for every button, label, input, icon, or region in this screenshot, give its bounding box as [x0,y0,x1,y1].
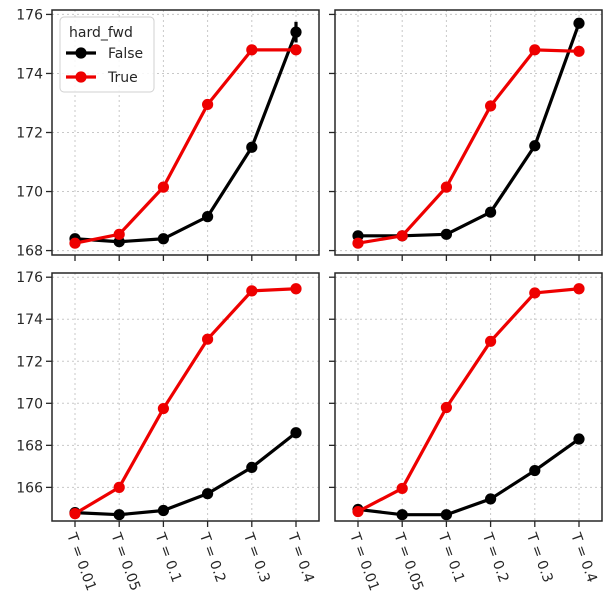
x-tick-label: T = 0.01 [63,530,99,593]
legend-marker-false [75,47,87,59]
series-line-false [358,22,581,238]
data-point-true [396,230,408,242]
data-point-false [485,206,497,218]
data-point-true [440,401,452,414]
axes-frame [51,9,320,256]
data-point-false [157,504,169,517]
chart-panels: 168 170 172 174 176 hard_fwd False True 166 168 17… [16,7,603,593]
x-tick-label: T = 0.05 [390,530,426,593]
series-line-true [74,48,296,245]
data-point-true [202,333,214,345]
data-point-false [290,427,302,439]
data-point-true [69,508,81,520]
x-tick-label: T = 0.2 [195,530,228,585]
series-line-true [74,287,297,516]
y-tick-label: 172 [16,354,43,370]
x-tick-label: T = 0.3 [523,530,556,585]
data-point-true [157,402,169,415]
data-point-false [529,464,541,477]
data-point-false [157,233,169,245]
data-point-true [352,505,364,518]
x-tick-label: T = 0.4 [284,530,317,585]
data-point-false [246,141,258,153]
y-tick-label: 174 [16,312,43,328]
data-point-false [290,26,302,38]
series-line-true [357,48,580,245]
axes-frame [334,9,603,256]
data-point-true [157,181,169,193]
data-point-true [573,283,585,295]
y-tick-label: 172 [16,126,43,142]
data-point-false [485,493,497,505]
data-point-true [246,285,258,297]
legend-marker-true [75,71,87,83]
x-tick-label: T = 0.2 [478,530,511,585]
panel-top-left: 168 170 172 174 176 hard_fwd False True [16,7,320,261]
data-point-false [396,509,408,521]
series-line-false [357,437,580,517]
data-point-true [202,98,214,111]
data-point-true [573,45,585,57]
data-point-false [440,228,452,240]
data-point-true [529,287,541,299]
data-point-true [440,181,452,193]
y-tick-label: 168 [16,438,43,454]
series-line-false [74,431,297,517]
data-point-false [529,140,541,152]
data-point-true [69,237,81,249]
data-point-false [573,17,585,29]
legend: hard_fwd False True [59,16,155,93]
data-point-false [202,211,214,223]
data-point-true [113,481,125,493]
series-line-true [357,287,580,513]
data-point-false [440,509,452,521]
panel-bottom-right: T = 0.01 T = 0.05 T = 0.1 T = 0.2 T = 0.3 T =… [329,272,603,593]
x-tick-label: T = 0.1 [151,530,184,585]
y-tick-label: 170 [16,396,43,412]
legend-label-false: False [108,46,143,62]
data-point-false [202,488,214,500]
data-point-true [246,44,258,56]
data-point-true [485,335,497,347]
data-point-true [352,237,364,249]
x-tick-label: T = 0.4 [567,530,600,585]
data-point-true [290,44,302,56]
data-point-true [113,228,125,240]
x-tick-label: T = 0.01 [346,530,382,593]
data-point-false [246,461,258,474]
data-point-true [396,482,408,495]
x-tick-label: T = 0.1 [434,530,467,585]
y-tick-label: 176 [16,7,43,23]
legend-title: hard_fwd [69,25,133,41]
panel-top-right [329,9,603,261]
y-tick-label: 166 [16,480,43,496]
y-tick-label: 170 [16,185,43,201]
series-line-false [74,31,298,244]
x-tick-label: T = 0.05 [107,530,143,593]
y-tick-label: 174 [16,66,43,82]
data-point-true [485,100,497,112]
data-point-true [529,44,541,56]
axes-frame [334,272,603,522]
axes-frame [51,272,320,522]
data-point-false [113,509,125,521]
y-tick-label: 176 [16,270,43,286]
data-point-false [573,433,585,445]
x-tick-label: T = 0.3 [240,530,273,585]
y-tick-label: 168 [16,244,43,260]
data-point-true [290,283,302,295]
legend-label-true: True [107,70,138,86]
